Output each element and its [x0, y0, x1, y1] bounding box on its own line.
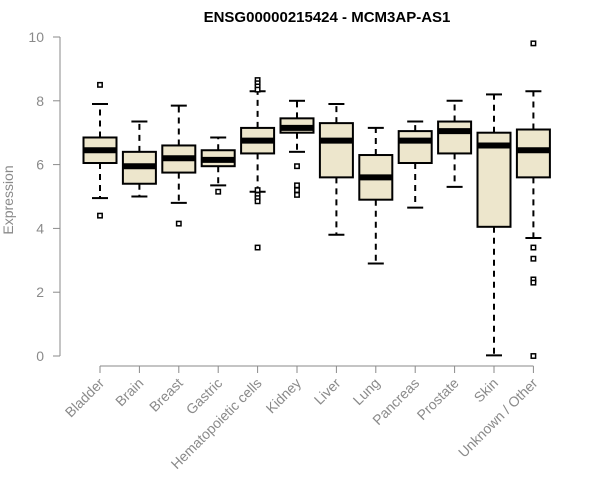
box-iqr [437, 120, 473, 155]
outlier-point [254, 244, 261, 251]
y-tick-label: 4 [36, 220, 44, 236]
box-group [240, 77, 276, 251]
box-iqr [397, 130, 433, 165]
outlier-point [97, 212, 103, 219]
outlier-point [254, 86, 261, 93]
y-tick-label: 10 [28, 29, 44, 45]
y-tick-label: 0 [36, 348, 44, 364]
x-tick-label: Skin [471, 375, 502, 406]
outlier-point [294, 182, 300, 189]
outlier-point [254, 198, 261, 205]
box-iqr [515, 128, 551, 179]
x-tick-label: Liver [311, 375, 344, 408]
outlier-point [294, 187, 300, 194]
outlier-point [530, 353, 537, 359]
x-tick-label: Bladder [62, 375, 108, 421]
y-axis: 0 2 4 6 8 10 [28, 29, 61, 364]
plot-area [82, 40, 551, 359]
x-tick-label: Breast [146, 375, 186, 415]
box-group [476, 93, 512, 357]
box-group [82, 81, 118, 219]
x-tick-label: Brain [112, 375, 146, 409]
box-group [515, 40, 551, 359]
chart-title: ENSG00000215424 - MCM3AP-AS1 [204, 9, 451, 26]
x-tick-label: Lung [350, 375, 383, 408]
box-group [279, 99, 315, 198]
outlier-point [530, 255, 537, 262]
outlier-point [175, 220, 182, 227]
outlier-point [215, 188, 222, 195]
box-group [358, 126, 394, 265]
outlier-point [530, 40, 537, 47]
outlier-point [530, 279, 537, 286]
y-tick-label: 6 [36, 157, 44, 173]
box-iqr [318, 122, 354, 179]
outlier-point [97, 81, 103, 88]
outlier-point [294, 163, 300, 170]
x-tick-label: Prostate [414, 375, 462, 423]
x-tick-label: Kidney [263, 375, 305, 417]
box-group [437, 99, 473, 188]
box-group [397, 120, 433, 209]
y-tick-label: 2 [36, 284, 44, 300]
box-group [121, 120, 157, 198]
outlier-point [294, 191, 300, 198]
outlier-point [254, 187, 261, 194]
outlier-point [530, 244, 537, 251]
box-group [161, 104, 197, 227]
box-group [200, 136, 236, 195]
y-axis-label: Expression [0, 165, 16, 234]
box-group [318, 102, 354, 236]
y-tick-label: 8 [36, 93, 44, 109]
